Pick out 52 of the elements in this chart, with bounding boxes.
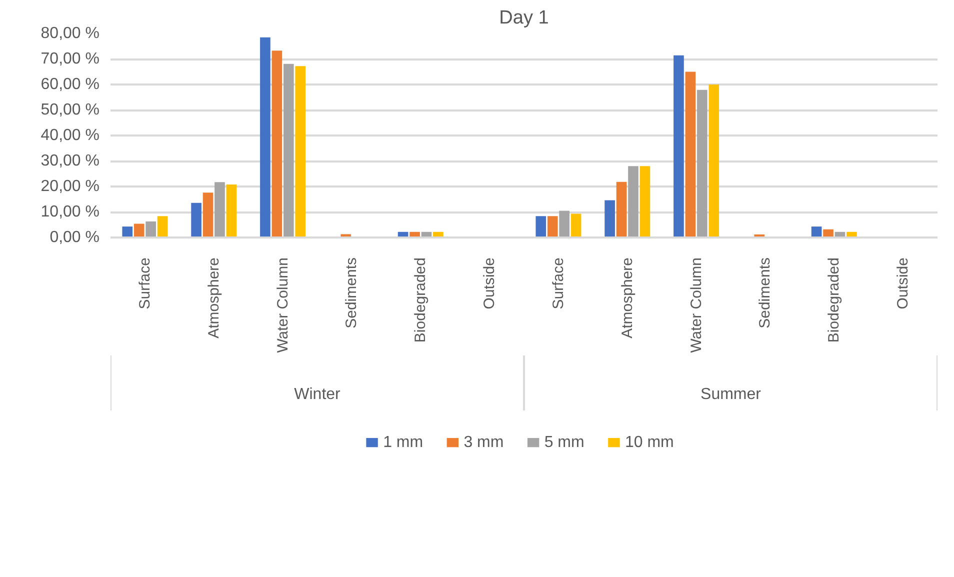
x-tick-label: Surface (550, 257, 567, 310)
x-tick-label: Biodegraded (412, 257, 430, 343)
bar (708, 84, 720, 238)
x-tick-label: Water Column (274, 257, 292, 353)
bar (134, 224, 144, 238)
chart-title: Day 1 (499, 8, 549, 28)
legend-label: 5 mm (544, 434, 584, 452)
legend-label: 10 mm (624, 434, 674, 452)
y-tick-label: 0,00 % (50, 229, 100, 246)
bar (283, 64, 294, 238)
bar (122, 226, 133, 238)
x-tick-label: Atmosphere (618, 258, 636, 338)
bar (685, 72, 696, 238)
bar (157, 216, 168, 238)
bar (226, 184, 237, 238)
bar (191, 202, 202, 238)
text: Summer (700, 386, 762, 403)
legend-label: 3 mm (464, 434, 504, 452)
x-tick-label: Water Column (688, 257, 705, 353)
bar (604, 200, 615, 238)
x-tick-label: Sediments (343, 257, 360, 328)
bar (570, 214, 582, 238)
bar (628, 166, 638, 238)
y-tick-label: 30,00 % (40, 152, 100, 170)
bar (674, 55, 684, 238)
y-tick-label: 50,00 % (40, 102, 100, 118)
y-tick-label: 20,00 % (40, 178, 100, 195)
bar (272, 50, 282, 238)
bar (214, 182, 225, 238)
bar (547, 216, 558, 238)
y-tick-label: 10,00 % (40, 204, 100, 220)
y-tick-label: 60,00 % (40, 76, 100, 93)
bar (260, 37, 270, 238)
y-tick-label: 40,00 % (40, 127, 100, 144)
x-tick-label: Outside (894, 257, 912, 310)
x-tick-label: Outside (481, 257, 498, 310)
y-tick-label: 70,00 % (40, 50, 100, 68)
bar (640, 166, 650, 238)
bar (616, 182, 627, 238)
bar (202, 192, 214, 238)
bar (536, 216, 546, 238)
x-tick-label: Biodegraded (826, 257, 843, 343)
legend-label: 1 mm (383, 434, 424, 452)
bar (696, 90, 708, 238)
x-tick-label: Surface (136, 257, 154, 310)
bar (559, 210, 570, 238)
bar (146, 221, 156, 238)
y-tick-label: 80,00 % (40, 25, 100, 42)
x-tick-label: Sediments (756, 257, 774, 328)
x-tick-label: Atmosphere (205, 258, 222, 338)
text: Winter (294, 386, 342, 403)
bar (295, 66, 306, 238)
